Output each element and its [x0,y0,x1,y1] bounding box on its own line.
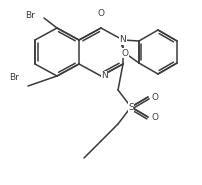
Text: N: N [120,36,126,45]
Text: O: O [98,9,104,18]
Text: O: O [152,112,159,122]
Text: S: S [128,102,134,112]
Text: O: O [121,48,128,58]
Text: Br: Br [25,11,35,21]
Text: O: O [152,92,159,102]
Text: Br: Br [9,73,19,83]
Text: N: N [101,71,108,80]
